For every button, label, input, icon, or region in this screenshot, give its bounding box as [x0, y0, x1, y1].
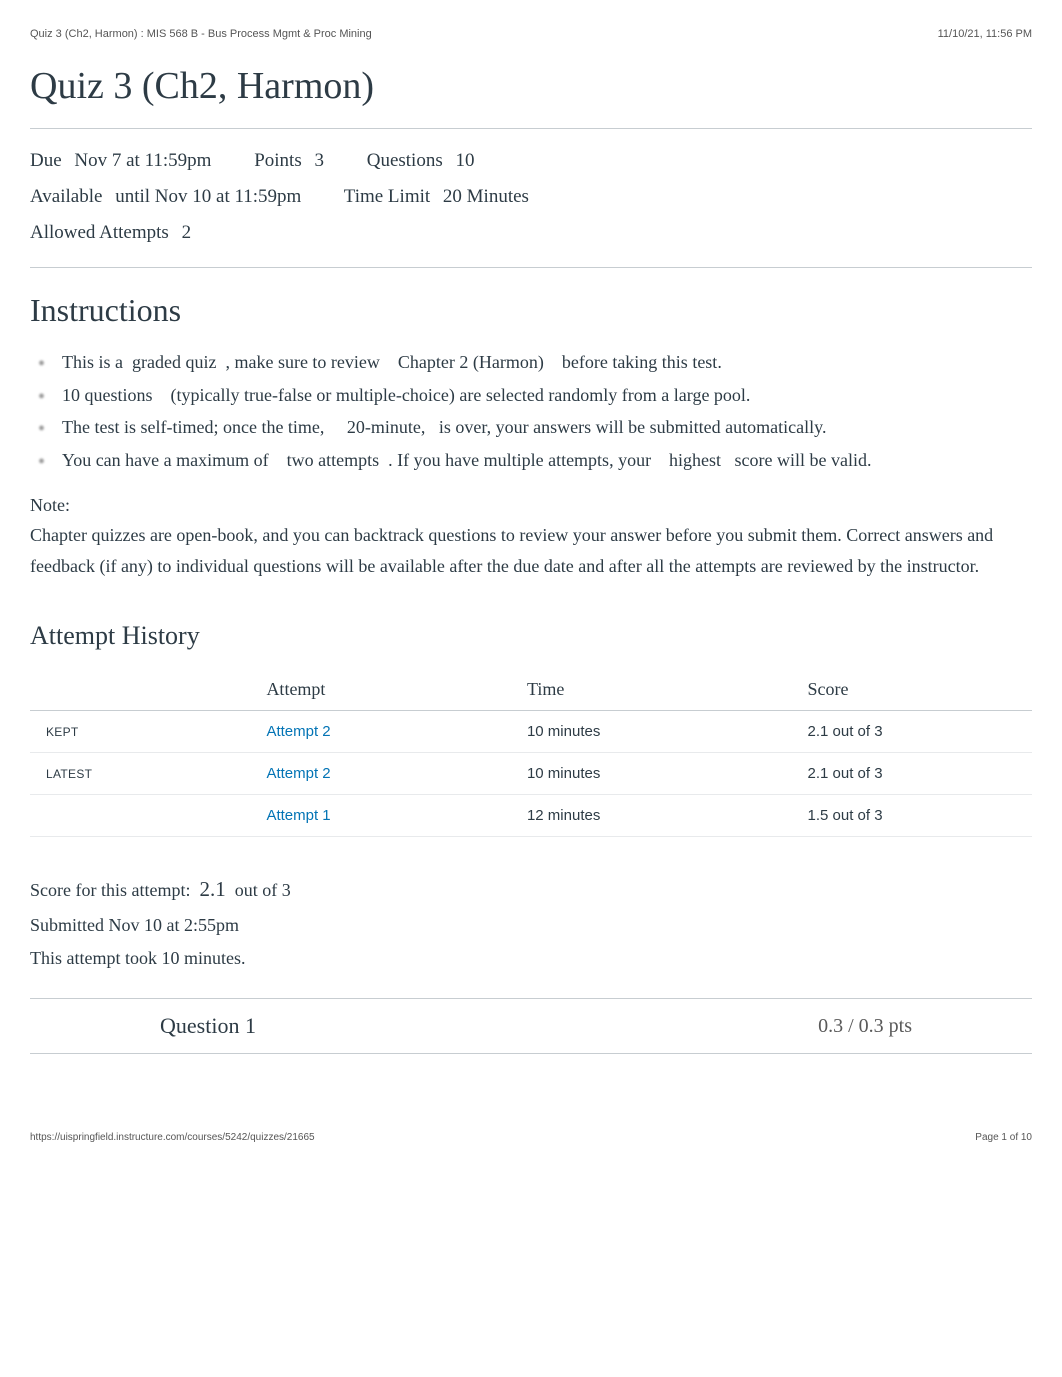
note-text: Chapter quizzes are open-book, and you c…: [30, 520, 1032, 581]
attempt-score: 1.5 out of 3: [792, 795, 1033, 837]
score-value: 2.1: [199, 877, 225, 901]
question-block: Question 1 0.3 / 0.3 pts: [30, 998, 1032, 1054]
score-section: Score for this attempt: 2.1 out of 3 Sub…: [30, 871, 1032, 974]
list-item: You can have a maximum of two attempts .…: [58, 445, 1032, 476]
page-timestamp: 11/10/21, 11:56 PM: [938, 28, 1032, 40]
question-header: Question 1 0.3 / 0.3 pts: [30, 999, 1032, 1053]
instructions-heading: Instructions: [30, 292, 1032, 329]
table-header-row: Attempt Time Score: [30, 669, 1032, 711]
attempt-time: 10 minutes: [511, 711, 792, 753]
footer-page: Page 1 of 10: [975, 1132, 1032, 1143]
attempt-score: 2.1 out of 3: [792, 753, 1033, 795]
footer-url: https://uispringfield.instructure.com/co…: [30, 1132, 315, 1143]
list-item: This is a graded quiz , make sure to rev…: [58, 347, 1032, 378]
attempt-history-heading: Attempt History: [30, 621, 1032, 651]
question-title: Question 1: [160, 1013, 256, 1039]
score-label-prefix: Score for this attempt:: [30, 880, 190, 900]
breadcrumb: Quiz 3 (Ch2, Harmon) : MIS 568 B - Bus P…: [30, 28, 372, 40]
table-row: LATEST Attempt 2 10 minutes 2.1 out of 3: [30, 753, 1032, 795]
list-item: 10 questions (typically true-false or mu…: [58, 380, 1032, 411]
divider: [30, 128, 1032, 129]
attempt-link[interactable]: Attempt 2: [266, 765, 330, 782]
attempt-link-cell: Attempt 2: [250, 711, 511, 753]
available-label: Available: [30, 186, 102, 207]
table-row: KEPT Attempt 2 10 minutes 2.1 out of 3: [30, 711, 1032, 753]
column-score: Score: [792, 669, 1033, 711]
divider: [30, 267, 1032, 268]
timelimit-value: 20 Minutes: [443, 186, 529, 207]
column-time: Time: [511, 669, 792, 711]
points-value: 3: [314, 150, 324, 171]
points-label: Points: [254, 150, 302, 171]
due-label: Due: [30, 150, 62, 171]
page-title: Quiz 3 (Ch2, Harmon): [30, 64, 1032, 108]
attempt-link[interactable]: Attempt 2: [266, 723, 330, 740]
questions-label: Questions: [367, 150, 443, 171]
score-label-suffix: out of 3: [235, 880, 291, 900]
attempt-time: 10 minutes: [511, 753, 792, 795]
attempt-link-cell: Attempt 2: [250, 753, 511, 795]
attempt-status: [30, 795, 250, 837]
page-header: Quiz 3 (Ch2, Harmon) : MIS 568 B - Bus P…: [30, 28, 1032, 40]
attempt-status: KEPT: [30, 711, 250, 753]
attempt-time: 12 minutes: [511, 795, 792, 837]
attempt-status: LATEST: [30, 753, 250, 795]
questions-value: 10: [455, 150, 474, 171]
note-label: Note:: [30, 490, 1032, 521]
list-item: The test is self-timed; once the time, 2…: [58, 412, 1032, 443]
timelimit-label: Time Limit: [344, 186, 430, 207]
due-value: Nov 7 at 11:59pm: [74, 150, 211, 171]
column-status: [30, 669, 250, 711]
attempt-link[interactable]: Attempt 1: [266, 807, 330, 824]
table-row: Attempt 1 12 minutes 1.5 out of 3: [30, 795, 1032, 837]
question-points: 0.3 / 0.3 pts: [818, 1015, 912, 1038]
instructions-list: This is a graded quiz , make sure to rev…: [30, 347, 1032, 475]
available-value: until Nov 10 at 11:59pm: [115, 186, 301, 207]
column-attempt: Attempt: [250, 669, 511, 711]
attempts-value: 2: [182, 222, 192, 243]
duration-text: This attempt took 10 minutes.: [30, 948, 245, 968]
attempt-score: 2.1 out of 3: [792, 711, 1033, 753]
quiz-meta: Due Nov 7 at 11:59pm Points 3 Questions …: [30, 137, 1032, 257]
page-footer: https://uispringfield.instructure.com/co…: [0, 1132, 1062, 1163]
attempts-label: Allowed Attempts: [30, 222, 169, 243]
attempt-history-table: Attempt Time Score KEPT Attempt 2 10 min…: [30, 669, 1032, 837]
submitted-text: Submitted Nov 10 at 2:55pm: [30, 915, 239, 935]
attempt-link-cell: Attempt 1: [250, 795, 511, 837]
